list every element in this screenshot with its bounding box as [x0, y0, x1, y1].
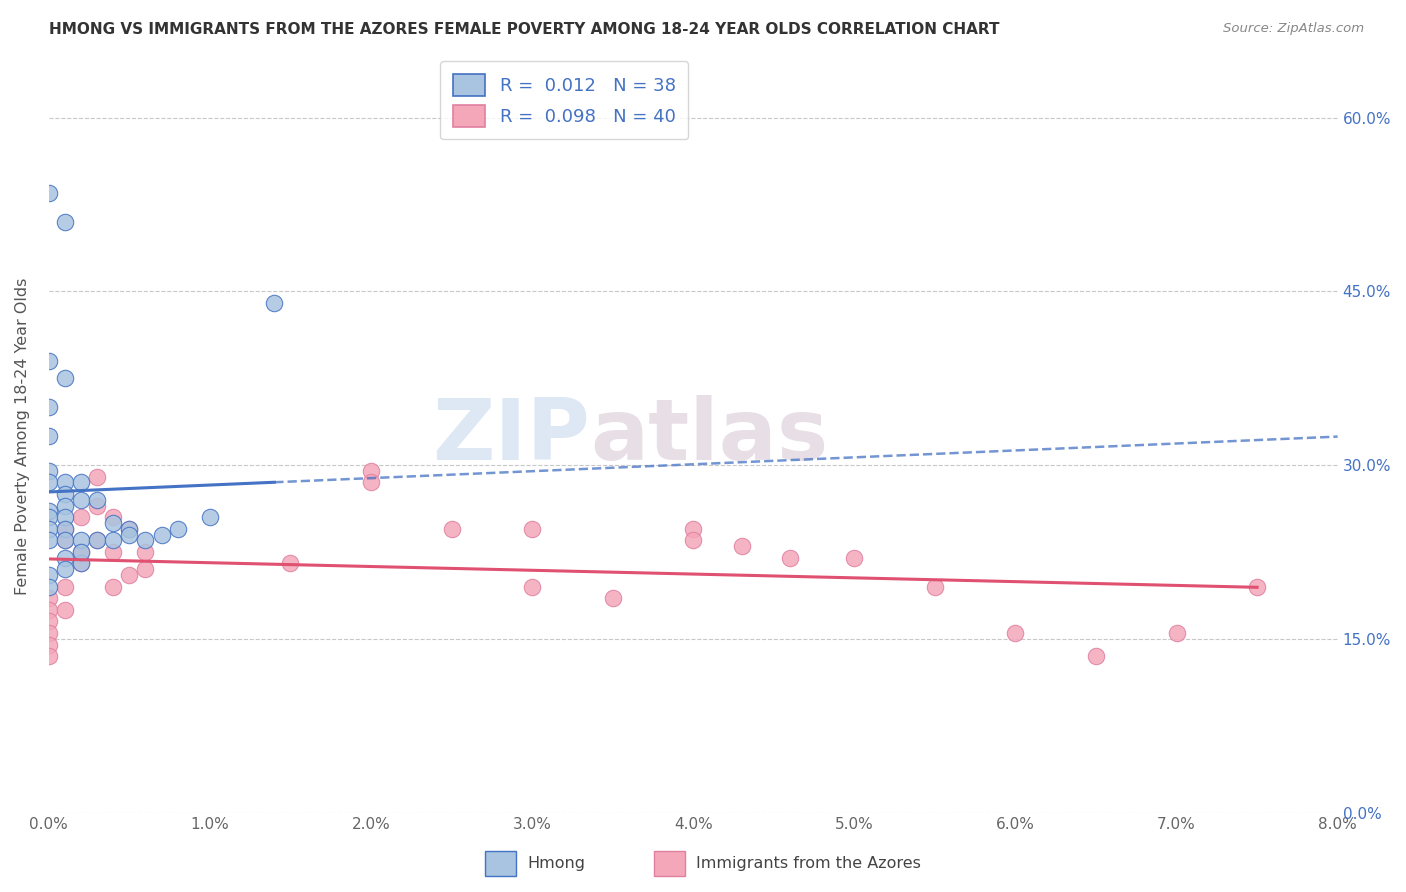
- Point: [360, 464, 382, 478]
- Point: [86, 492, 108, 507]
- Point: [280, 557, 302, 571]
- Point: [682, 533, 704, 548]
- Point: [70, 557, 93, 571]
- Point: [38, 464, 60, 478]
- Point: [38, 626, 60, 640]
- Point: [53, 580, 76, 594]
- Point: [53, 522, 76, 536]
- Point: [520, 580, 543, 594]
- Text: Immigrants from the Azores: Immigrants from the Azores: [696, 856, 921, 871]
- Point: [118, 522, 141, 536]
- Point: [53, 562, 76, 576]
- Point: [103, 533, 125, 548]
- Point: [70, 510, 93, 524]
- Point: [53, 533, 76, 548]
- Point: [360, 475, 382, 490]
- Point: [166, 522, 188, 536]
- Text: Source: ZipAtlas.com: Source: ZipAtlas.com: [1223, 22, 1364, 36]
- Point: [38, 186, 60, 200]
- Point: [779, 550, 801, 565]
- Point: [53, 487, 76, 501]
- Point: [53, 550, 76, 565]
- Point: [103, 580, 125, 594]
- Point: [70, 533, 93, 548]
- Point: [38, 510, 60, 524]
- Point: [134, 533, 156, 548]
- Point: [134, 545, 156, 559]
- Point: [103, 516, 125, 530]
- Point: [682, 522, 704, 536]
- Text: Hmong: Hmong: [527, 856, 585, 871]
- Point: [86, 499, 108, 513]
- Point: [70, 557, 93, 571]
- Point: [53, 499, 76, 513]
- Point: [70, 492, 93, 507]
- Point: [38, 615, 60, 629]
- Point: [53, 215, 76, 229]
- Point: [730, 539, 752, 553]
- Text: atlas: atlas: [591, 394, 828, 477]
- Point: [150, 527, 173, 541]
- Point: [38, 580, 60, 594]
- Point: [38, 533, 60, 548]
- Point: [924, 580, 946, 594]
- Point: [1004, 626, 1026, 640]
- Point: [53, 533, 76, 548]
- Point: [53, 475, 76, 490]
- Point: [53, 522, 76, 536]
- Text: HMONG VS IMMIGRANTS FROM THE AZORES FEMALE POVERTY AMONG 18-24 YEAR OLDS CORRELA: HMONG VS IMMIGRANTS FROM THE AZORES FEMA…: [49, 22, 1000, 37]
- Y-axis label: Female Poverty Among 18-24 Year Olds: Female Poverty Among 18-24 Year Olds: [15, 277, 30, 595]
- Point: [103, 545, 125, 559]
- Point: [53, 510, 76, 524]
- Point: [38, 353, 60, 368]
- Point: [38, 429, 60, 443]
- Point: [38, 568, 60, 582]
- Point: [134, 562, 156, 576]
- Point: [198, 510, 221, 524]
- Legend: R =  0.012   N = 38, R =  0.098   N = 40: R = 0.012 N = 38, R = 0.098 N = 40: [440, 61, 689, 139]
- Point: [86, 469, 108, 483]
- Text: ZIP: ZIP: [432, 394, 591, 477]
- Point: [70, 545, 93, 559]
- Point: [1166, 626, 1188, 640]
- Point: [118, 568, 141, 582]
- Point: [53, 371, 76, 385]
- Point: [118, 527, 141, 541]
- Point: [38, 638, 60, 652]
- Point: [263, 296, 285, 310]
- Point: [602, 591, 624, 606]
- Point: [844, 550, 866, 565]
- Point: [118, 522, 141, 536]
- Point: [38, 649, 60, 664]
- Point: [38, 603, 60, 617]
- Point: [440, 522, 463, 536]
- Point: [70, 545, 93, 559]
- Point: [53, 603, 76, 617]
- Point: [1246, 580, 1268, 594]
- Point: [38, 591, 60, 606]
- Point: [86, 533, 108, 548]
- Point: [520, 522, 543, 536]
- Point: [70, 475, 93, 490]
- Point: [86, 533, 108, 548]
- Point: [1084, 649, 1107, 664]
- Point: [38, 522, 60, 536]
- Point: [103, 510, 125, 524]
- Point: [38, 504, 60, 518]
- Point: [38, 475, 60, 490]
- Point: [38, 400, 60, 414]
